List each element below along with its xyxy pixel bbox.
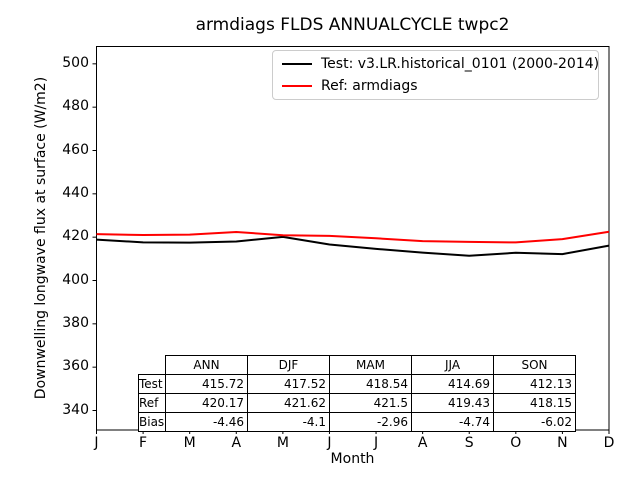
table-row: 415.72 417.52 418.54 414.69 412.13 (165, 374, 576, 394)
x-tick-label: F (139, 435, 148, 451)
table-cell: 420.17 (165, 393, 248, 413)
table-row-label: Bias (138, 412, 166, 432)
x-axis-label: Month (330, 451, 375, 467)
chart-title: armdiags FLDS ANNUALCYCLE twpc2 (195, 15, 510, 35)
table-header-cell: JJA (411, 355, 494, 375)
table-header-cell: DJF (247, 355, 330, 375)
legend-item: Test: v3.LR.historical_0101 (2000-2014) (282, 54, 600, 74)
y-tick-label: 400 (62, 271, 89, 288)
x-tick-label: A (231, 435, 242, 451)
y-tick-label: 340 (62, 401, 89, 418)
table-cell: -4.46 (165, 412, 248, 432)
table-cell: 414.69 (411, 374, 494, 394)
y-tick-label: 440 (62, 184, 89, 201)
legend-line-swatch (282, 85, 312, 88)
x-tick-label: M (183, 435, 196, 451)
y-tick-label: 360 (62, 358, 89, 375)
table-cell: 421.62 (247, 393, 330, 413)
y-tick-label: 480 (62, 98, 89, 115)
x-tick-label: S (464, 435, 474, 451)
table-header-cell: MAM (329, 355, 412, 375)
x-tick-label: M (276, 435, 289, 451)
table-cell: 417.52 (247, 374, 330, 394)
y-tick-label: 420 (62, 228, 89, 245)
table-cell: 412.13 (493, 374, 576, 394)
table-cell: -2.96 (329, 412, 412, 432)
x-tick-label: O (510, 435, 522, 451)
table-row: 420.17 421.62 421.5 419.43 418.15 (165, 393, 576, 413)
x-tick-label: J (94, 435, 99, 451)
y-tick-label: 380 (62, 314, 89, 331)
x-tick-label: J (327, 435, 332, 451)
y-tick-label: 460 (62, 141, 89, 158)
table-cell: 419.43 (411, 393, 494, 413)
table-cell: 421.5 (329, 393, 412, 413)
x-tick-label: N (557, 435, 568, 451)
table-cell: 415.72 (165, 374, 248, 394)
y-tick-label: 500 (62, 54, 89, 71)
table-row-label: Test (138, 374, 166, 394)
x-tick-label: D (603, 435, 615, 451)
series-line-ref (96, 230, 610, 244)
legend-line-swatch (282, 62, 312, 65)
table-header-cell: ANN (165, 355, 248, 375)
legend-label: Ref: armdiags (321, 78, 418, 95)
table-row-label: Ref (138, 393, 166, 413)
x-tick-label: J (373, 435, 379, 451)
legend-label: Test: v3.LR.historical_0101 (2000-2014) (321, 55, 600, 72)
x-tick-label: A (417, 435, 428, 451)
table-cell: 418.15 (493, 393, 576, 413)
table-cell: -4.74 (411, 412, 494, 432)
legend: Test: v3.LR.historical_0101 (2000-2014) R… (272, 50, 599, 100)
summary-table: ANN DJF MAM JJA SON 415.72 417.52 418.54 414.69 4… (165, 355, 576, 432)
table-cell: -6.02 (493, 412, 576, 432)
table-cell: -4.1 (247, 412, 330, 432)
legend-item: Ref: armdiags (282, 76, 598, 96)
table-cell: 418.54 (329, 374, 412, 394)
series-line-test (96, 235, 610, 257)
table-header-cell: SON (493, 355, 576, 375)
table-row: -4.46 -4.1 -2.96 -4.74 -6.02 (165, 412, 576, 432)
summary-table-row-labels: Test Ref Bias (138, 374, 166, 432)
